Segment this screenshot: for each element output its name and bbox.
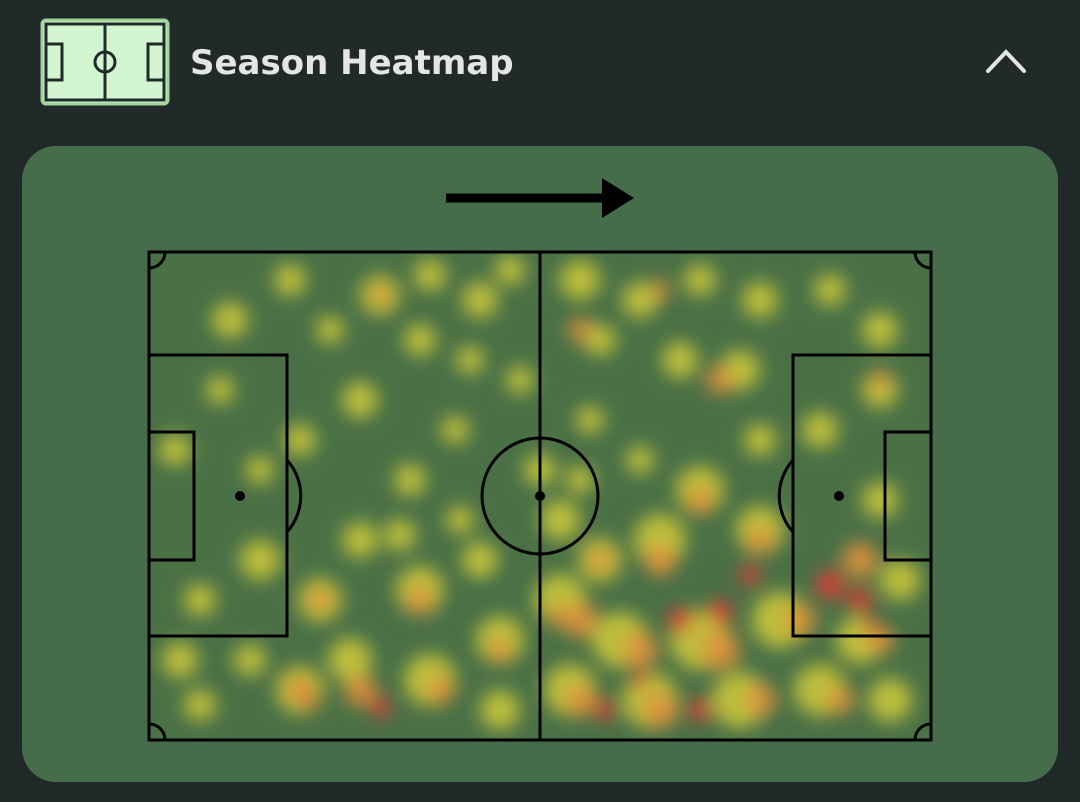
title: Season Heatmap <box>190 43 514 83</box>
direction-arrow <box>446 178 634 218</box>
pitch-icon <box>40 18 170 106</box>
pitch-lines <box>147 250 933 742</box>
collapse-button[interactable] <box>986 49 1026 73</box>
pitch-spots <box>235 491 844 501</box>
